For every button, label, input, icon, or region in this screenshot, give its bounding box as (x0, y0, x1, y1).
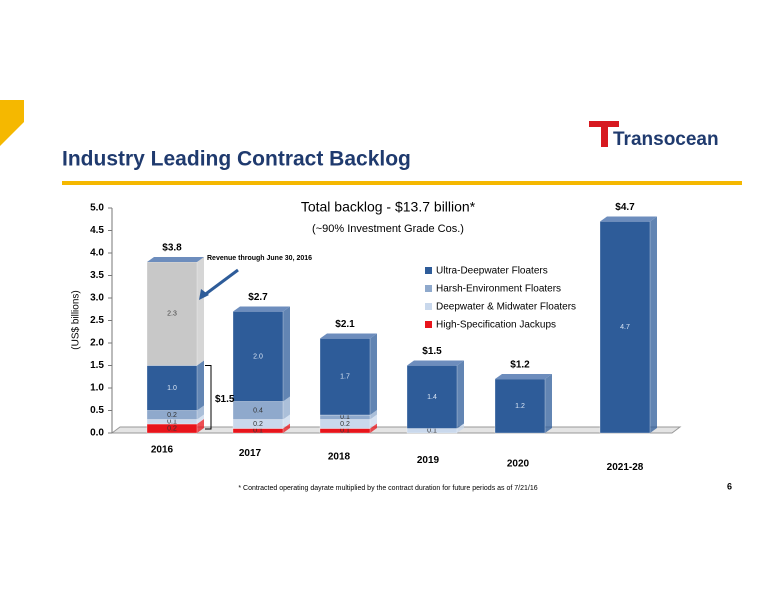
bar-side (197, 360, 204, 411)
decor (0, 100, 24, 146)
chart-title: Total backlog - $13.7 billion* (301, 199, 476, 215)
data-label: 0.1 (253, 428, 263, 435)
footnote: * Contracted operating dayrate multiplie… (238, 485, 537, 492)
bar-segment (406, 365, 458, 429)
data-label: 2.3 (167, 311, 177, 318)
legend-swatch (425, 303, 432, 310)
data-label: 4.7 (620, 324, 630, 331)
bar-side (197, 414, 204, 424)
plot: 0.0 0.5 1.0 1.5 2.0 2.5 3.0 3.5 4.0 4.5 5.0 2016 0.2… (90, 202, 682, 473)
bar-top (495, 374, 552, 379)
bar-top (233, 306, 290, 312)
data-label: 0.2 (253, 421, 263, 428)
data-label: 0.1 (340, 414, 350, 421)
y-tick-label: 3.0 (90, 293, 104, 304)
data-label: 0.2 (167, 425, 177, 432)
legend-label: Deepwater & Midwater Floaters (436, 302, 576, 313)
x-tick-label: 2021-28 (607, 462, 644, 473)
x-tick-label: 2017 (239, 448, 262, 459)
y-axis-label: (US$ billions) (71, 290, 82, 349)
bar-side (283, 396, 290, 420)
data-label: 0.2 (167, 412, 177, 419)
data-label: 1.2 (515, 403, 525, 410)
y-tick-label: 4.0 (90, 248, 104, 259)
bar-segment (146, 365, 198, 411)
logo-text: Transocean (613, 129, 719, 150)
bar-side (197, 257, 204, 366)
data-label: 1.7 (340, 374, 350, 381)
total-label: $2.1 (335, 319, 355, 330)
y-tick-label: 5.0 (90, 203, 104, 214)
data-label: 1.4 (427, 394, 437, 401)
bar-side (370, 410, 377, 420)
data-label: 0.2 (340, 421, 350, 428)
annotation: Revenue through June 30, 2016 (207, 255, 312, 262)
bar-side (197, 405, 204, 420)
legend-label: High-Specification Jackups (436, 320, 556, 331)
bar-side (370, 423, 377, 433)
total-label: $1.2 (510, 360, 530, 371)
y-tick-label: 3.5 (90, 270, 104, 281)
bar-segment (599, 221, 651, 434)
legend-label: Ultra-Deepwater Floaters (436, 266, 548, 277)
x-tick-label: 2016 (151, 445, 174, 456)
bar-side (283, 423, 290, 433)
y-tick-label: 1.5 (90, 360, 104, 371)
y-tick-label: 0.0 (90, 428, 104, 439)
legend-swatch (425, 267, 432, 274)
data-label: 0.4 (253, 407, 263, 414)
y-tick-label: 0.5 (90, 405, 104, 416)
bar-side (370, 333, 377, 415)
data-label: 0.1 (340, 428, 350, 435)
x-tick-label: 2020 (507, 459, 530, 470)
arrow-head (199, 289, 209, 300)
total-label: $3.8 (162, 243, 182, 254)
y-tick-label: 2.5 (90, 315, 104, 326)
annotation-arrow (202, 268, 239, 298)
bar-side (197, 419, 204, 433)
total-label: $2.7 (248, 292, 268, 303)
logo: Transocean (589, 121, 719, 150)
data-label: 1.0 (167, 385, 177, 392)
y-tick-label: 4.5 (90, 225, 104, 236)
bar-segment (494, 378, 546, 434)
legend-label: Harsh-Environment Floaters (436, 284, 561, 295)
y-tick-label: 1.0 (90, 383, 104, 394)
legend-swatch (425, 321, 432, 328)
bar-top (407, 360, 464, 366)
bar-segment (232, 311, 284, 402)
x-tick-label: 2019 (417, 455, 440, 466)
y-tick-label: 2.0 (90, 338, 104, 349)
page-number: 6 (727, 481, 732, 491)
bar-segment (146, 261, 198, 366)
data-label: 2.0 (253, 353, 263, 360)
bar-side (370, 414, 377, 429)
bracket (205, 365, 212, 430)
data-label: 0.1 (167, 419, 177, 426)
bar-top (147, 257, 204, 262)
data-label: 0.1 (427, 428, 437, 435)
bar-side (650, 216, 657, 433)
bracket-label: $1.5 (215, 394, 235, 405)
bar-side (283, 306, 290, 402)
bar-side (283, 414, 290, 429)
legend-swatch (425, 285, 432, 292)
x-tick-label: 2018 (328, 452, 351, 463)
chart-subtitle: (~90% Investment Grade Cos.) (312, 223, 464, 235)
bar-top (320, 333, 377, 339)
bar-side (457, 360, 464, 429)
bar-side (457, 423, 464, 433)
bar-side (545, 374, 552, 433)
total-label: $1.5 (422, 346, 442, 357)
total-label: $4.7 (615, 202, 635, 213)
bar-top (600, 216, 657, 222)
slide-title: Industry Leading Contract Backlog (62, 148, 411, 171)
logo-icon (589, 121, 619, 147)
